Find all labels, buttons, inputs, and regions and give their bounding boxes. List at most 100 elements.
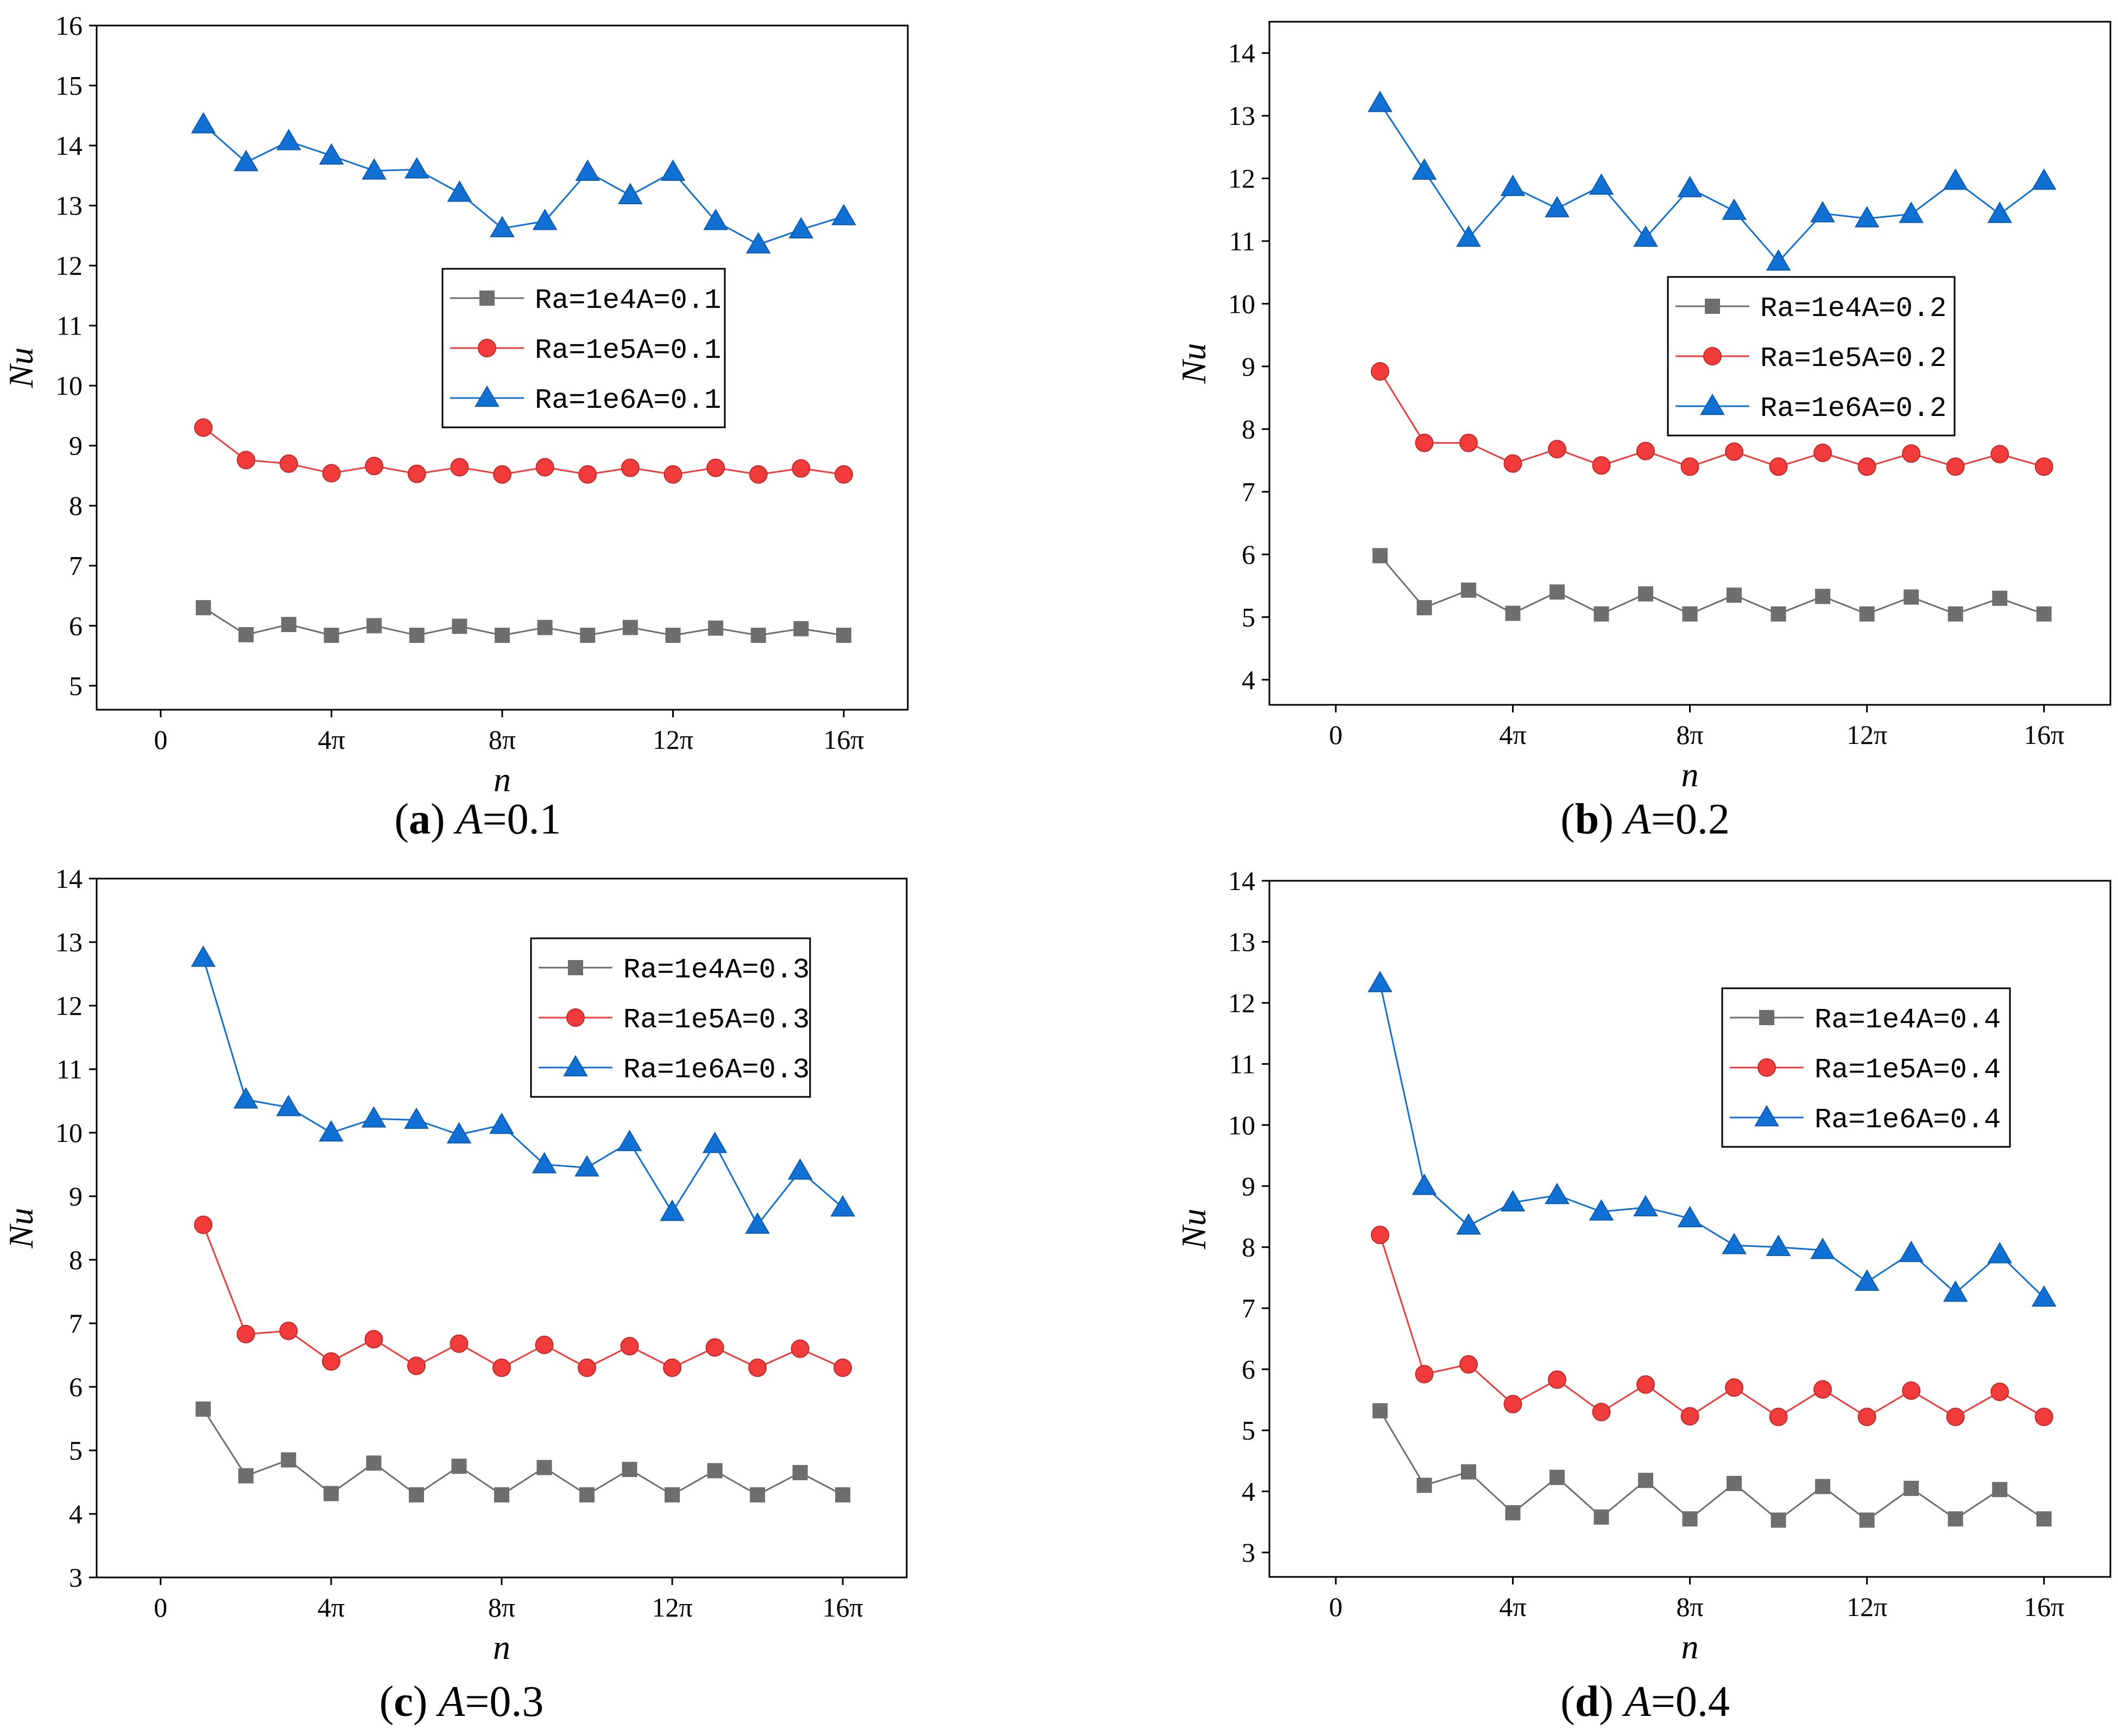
data-point — [1854, 1269, 1880, 1291]
data-point — [2031, 1285, 2057, 1307]
y-tick-label: 10 — [1228, 288, 1255, 319]
data-point — [279, 454, 298, 473]
x-tick-label: 12π — [1847, 1592, 1887, 1622]
data-point — [1370, 1226, 1389, 1245]
data-point — [195, 600, 211, 616]
data-point — [1992, 1482, 2008, 1498]
data-point — [1769, 1407, 1788, 1426]
legend: Ra=1e4A=0.4 Ra=1e5A=0.4 Ra=1e6A=0.4 — [1721, 987, 2011, 1148]
data-point — [792, 459, 811, 478]
data-point — [323, 1486, 339, 1501]
series-line — [1379, 371, 2045, 468]
panel-d: 0 4π 8π 12π 16π 3 4 5 6 7 8 9 10 11 12 13 14 n Nu Ra=1e4A=0… — [1174, 866, 2111, 1726]
data-point — [409, 627, 425, 643]
data-point — [494, 1487, 509, 1503]
data-point — [194, 1215, 213, 1234]
data-point — [1412, 1173, 1437, 1195]
data-point — [404, 157, 429, 179]
data-point — [1633, 1195, 1658, 1216]
data-point — [532, 1152, 557, 1173]
data-point — [366, 1455, 382, 1471]
data-point — [618, 182, 643, 205]
panel-a: 0 4π 8π 12π 16π 5 6 7 8 9 10 11 12 13 14 15 16 n Nu Ra=1e4A… — [2, 10, 909, 843]
data-point — [1417, 600, 1432, 616]
legend-entry: Ra=1e6A=0.2 — [1760, 393, 1946, 425]
data-point — [1766, 249, 1791, 271]
data-point — [702, 1131, 728, 1153]
data-point — [233, 149, 259, 172]
data-point — [622, 620, 638, 635]
data-point — [1727, 1475, 1742, 1491]
data-point — [2036, 1511, 2052, 1527]
series-circle — [1370, 1226, 2053, 1426]
data-point — [1677, 175, 1703, 198]
data-point — [1899, 1240, 1924, 1262]
data-point — [1372, 1403, 1388, 1419]
data-point — [705, 1338, 724, 1357]
data-point — [535, 1335, 554, 1354]
data-point — [1948, 1511, 1963, 1527]
data-point — [579, 1487, 595, 1503]
data-point — [1766, 1234, 1791, 1257]
legend-entry: Ra=1e4A=0.2 — [1760, 293, 1946, 325]
y-tick-label: 7 — [1242, 477, 1255, 507]
legend-entry: Ra=1e4A=0.3 — [623, 954, 810, 986]
data-point — [1589, 1199, 1614, 1221]
data-point — [365, 457, 384, 476]
data-point — [1456, 225, 1481, 247]
legend-entry: Ra=1e6A=0.1 — [535, 384, 721, 416]
data-point — [1727, 588, 1742, 603]
x-tick-label: 16π — [823, 724, 864, 755]
data-point — [1633, 225, 1658, 247]
data-point — [831, 204, 856, 225]
data-point — [750, 627, 766, 643]
data-point — [1990, 445, 2009, 464]
data-point — [1500, 174, 1526, 196]
x-tick-label: 16π — [2024, 1592, 2064, 1622]
data-point — [1859, 1512, 1875, 1528]
panel-caption: (c) A=0.3 — [380, 1678, 544, 1726]
data-point — [322, 464, 341, 483]
legend-entry: Ra=1e4A=0.4 — [1814, 1004, 2001, 1036]
panel-b: 0 4π 8π 12π 16π 4 5 6 7 8 9 10 11 12 13 14 n Nu Ra=1e4A=0.… — [1174, 21, 2111, 843]
y-axis-label: Nu — [2, 1208, 40, 1249]
legend-marker — [479, 291, 495, 306]
data-point — [279, 1322, 298, 1341]
data-point — [1725, 442, 1744, 461]
legend-marker — [1757, 1058, 1776, 1077]
data-point — [1682, 1511, 1698, 1527]
data-point — [748, 1358, 767, 1377]
data-point — [1505, 1505, 1521, 1520]
y-tick-label: 5 — [69, 1435, 83, 1466]
data-point — [1461, 1464, 1476, 1480]
y-tick-label: 7 — [69, 1308, 83, 1339]
data-point — [1722, 1233, 1747, 1254]
legend-entry: Ra=1e6A=0.3 — [623, 1054, 810, 1086]
data-point — [2031, 168, 2057, 190]
data-point — [321, 1352, 340, 1371]
data-point — [1899, 201, 1924, 223]
data-point — [489, 1112, 514, 1134]
caption-value: =0.2 — [1651, 796, 1730, 843]
y-tick-label: 11 — [1229, 1049, 1255, 1079]
data-point — [236, 1324, 255, 1343]
data-point — [450, 458, 469, 477]
data-point — [191, 112, 216, 134]
data-point — [1594, 1509, 1609, 1525]
y-tick-label: 8 — [1242, 414, 1255, 444]
data-point — [1547, 440, 1566, 459]
data-point — [1638, 586, 1653, 602]
data-point — [578, 1358, 597, 1377]
data-point — [1680, 457, 1699, 476]
x-tick-label: 8π — [489, 724, 516, 755]
data-point — [1682, 606, 1698, 622]
data-point — [788, 217, 814, 239]
y-tick-label: 6 — [1242, 539, 1255, 570]
caption-letter: d — [1575, 1678, 1599, 1726]
legend-marker — [1703, 347, 1722, 365]
legend-marker — [1754, 1104, 1779, 1127]
data-point — [536, 1460, 552, 1475]
x-tick-label: 0 — [154, 724, 167, 755]
series-line — [202, 1224, 843, 1369]
x-tick-label: 8π — [1676, 1592, 1703, 1622]
